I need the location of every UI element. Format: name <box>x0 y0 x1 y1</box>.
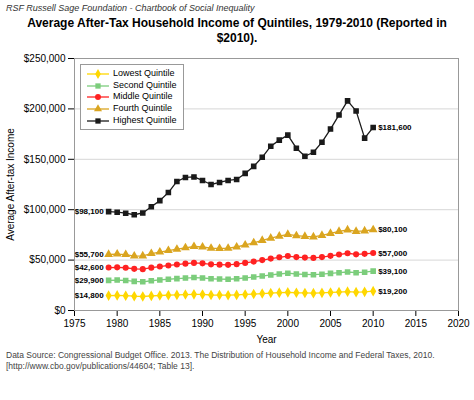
svg-text:$50,000: $50,000 <box>29 254 66 265</box>
svg-text:$14,800: $14,800 <box>75 291 104 300</box>
html-text:Middle Quintile: Middle Quintile <box>113 91 173 102</box>
svg-text:$150,000: $150,000 <box>24 154 66 165</box>
svg-text:Year: Year <box>256 334 277 345</box>
svg-text:Average After-tax Income: Average After-tax Income <box>5 128 16 241</box>
svg-text:$29,900: $29,900 <box>75 276 104 285</box>
svg-text:1975: 1975 <box>63 318 86 329</box>
html-text:Data Source: Congressional Bud: Data Source: Congressional Budget Office… <box>6 350 435 371</box>
svg-text:$39,100: $39,100 <box>378 267 407 276</box>
svg-text:$80,100: $80,100 <box>378 225 407 234</box>
svg-text:$0: $0 <box>54 305 66 316</box>
svg-text:$19,200: $19,200 <box>378 287 407 296</box>
svg-text:2010: 2010 <box>362 318 385 329</box>
svg-text:$200,000: $200,000 <box>24 103 66 114</box>
svg-text:$42,600: $42,600 <box>75 263 104 272</box>
svg-text:1985: 1985 <box>149 318 172 329</box>
svg-text:2005: 2005 <box>319 318 342 329</box>
svg-text:$181,600: $181,600 <box>378 123 412 132</box>
svg-text:1990: 1990 <box>191 318 214 329</box>
html-text:Fourth Quintile: Fourth Quintile <box>113 103 172 114</box>
svg-text:$100,000: $100,000 <box>24 204 66 215</box>
svg-text:$55,700: $55,700 <box>75 250 104 259</box>
svg-text:1980: 1980 <box>106 318 129 329</box>
html-text:Second Quintile: Second Quintile <box>113 79 177 90</box>
html-text:RSF Russell Sage Foundation -: RSF Russell Sage Foundation - Chartbook … <box>6 3 255 13</box>
svg-text:1995: 1995 <box>234 318 257 329</box>
svg-text:$57,000: $57,000 <box>378 249 407 258</box>
svg-text:2000: 2000 <box>277 318 300 329</box>
html-text:Lowest Quintile: Lowest Quintile <box>113 68 175 78</box>
svg-text:$250,000: $250,000 <box>24 53 66 64</box>
svg-text:2020: 2020 <box>447 318 470 329</box>
svg-text:$98,100: $98,100 <box>75 207 104 216</box>
html-text:Average After-Tax Household In: Average After-Tax Household Income of Qu… <box>27 16 447 45</box>
svg-text:2015: 2015 <box>405 318 428 329</box>
html-text:Highest Quintile: Highest Quintile <box>113 114 177 125</box>
